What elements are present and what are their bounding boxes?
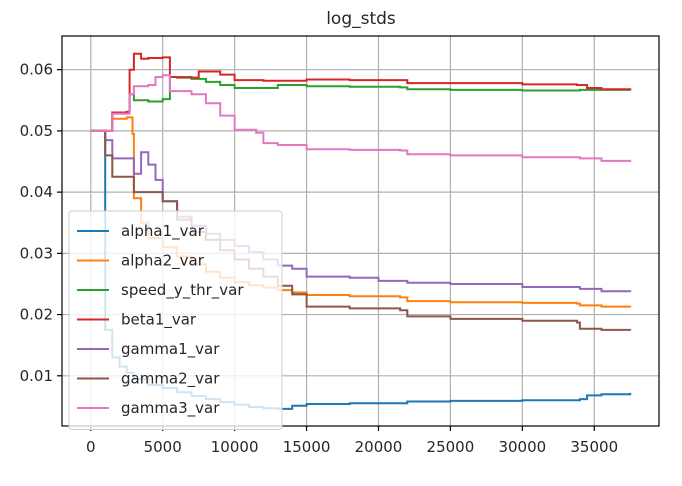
series-line-gamma3-var xyxy=(90,74,632,163)
y-tick-label: 0.04 xyxy=(20,183,53,201)
x-tick-label: 10000 xyxy=(211,438,259,456)
y-tick-label: 0.05 xyxy=(20,122,53,140)
legend-label: gamma3_var xyxy=(121,399,220,418)
legend-label: speed_y_thr_var xyxy=(121,281,244,300)
legend-label: alpha1_var xyxy=(121,222,205,241)
plot-frame xyxy=(61,35,660,427)
x-tick-label: 35000 xyxy=(570,438,618,456)
x-tick-label: 25000 xyxy=(427,438,475,456)
legend-label: beta1_var xyxy=(121,311,197,330)
x-tick-label: 5000 xyxy=(144,438,182,456)
legend-label: gamma1_var xyxy=(121,340,220,359)
x-axis-ticks: 0 5000 10000 15000 20000 25000 30000 35000 xyxy=(86,426,618,456)
x-tick-label: 15000 xyxy=(283,438,331,456)
series-line-beta1-var xyxy=(90,52,632,132)
chart-title: log_stds xyxy=(326,9,396,29)
legend-label: gamma2_var xyxy=(121,370,220,389)
y-axis-ticks: 0.01 0.02 0.03 0.04 0.05 0.06 xyxy=(20,61,62,385)
y-tick-label: 0.06 xyxy=(20,61,53,79)
x-tick-label: 0 xyxy=(86,438,96,456)
x-tick-label: 30000 xyxy=(498,438,546,456)
y-tick-label: 0.03 xyxy=(20,244,53,262)
y-tick-label: 0.02 xyxy=(20,306,53,324)
x-tick-label: 20000 xyxy=(355,438,403,456)
legend-box xyxy=(68,210,283,430)
y-tick-label: 0.01 xyxy=(20,367,53,385)
legend-label: alpha2_var xyxy=(121,252,205,271)
legend: alpha1_var alpha2_var speed_y_thr_var beta1… xyxy=(68,210,283,430)
